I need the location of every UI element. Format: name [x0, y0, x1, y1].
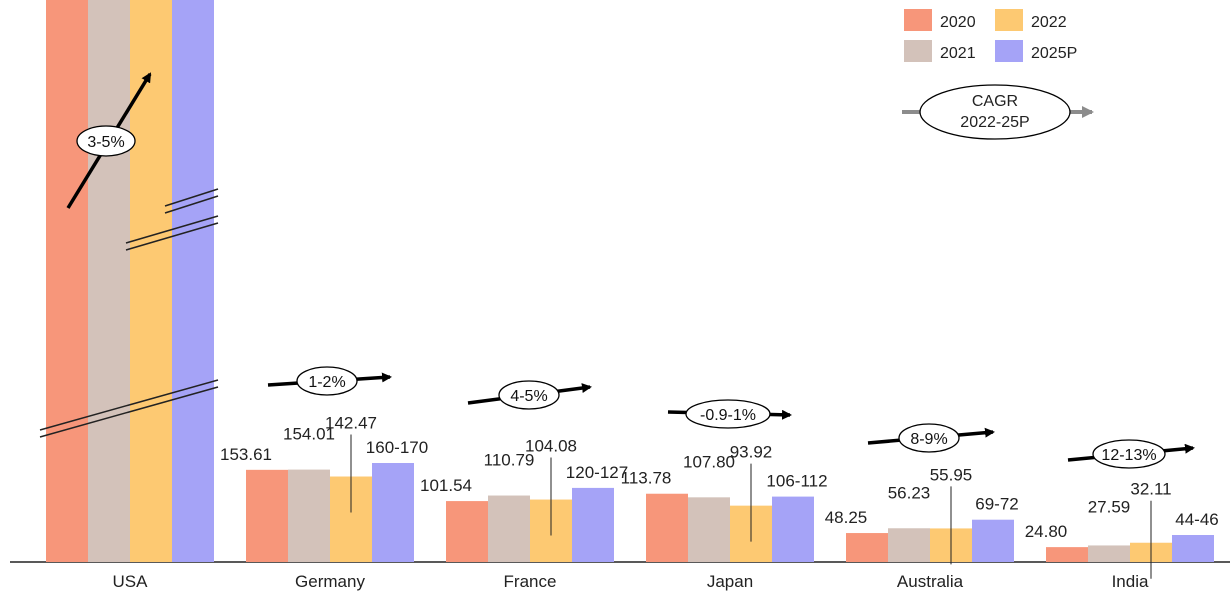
axis-break-mark — [164, 195, 219, 214]
bar-usa-2025p — [172, 0, 214, 562]
axis-break-mark — [164, 188, 219, 207]
bar-germany-2021 — [288, 469, 330, 562]
legend: 2020 2022 2021 2025P CAGR 2022-25P — [902, 9, 1094, 140]
cagr-label-india: 12-13% — [1101, 447, 1156, 464]
bar-usa-2021 — [88, 0, 130, 563]
axis-break-mark — [125, 215, 219, 244]
legend-label-2021: 2021 — [940, 45, 976, 62]
value-label-france-2021: 110.79 — [484, 451, 535, 470]
legend-swatch-2025P — [995, 40, 1023, 62]
cagr-oval-australia — [898, 423, 960, 453]
value-label-india-2021: 27.59 — [1088, 498, 1131, 517]
bar-india-2021 — [1088, 545, 1130, 562]
value-label-india-2020: 24.80 — [1025, 522, 1068, 541]
legend-swatch-2022 — [995, 9, 1023, 31]
cagr-oval-france — [498, 380, 560, 410]
cagr-oval-usa — [76, 125, 136, 157]
bar-australia-2025p — [972, 519, 1014, 562]
cagr-label-usa: 3-5% — [87, 134, 124, 151]
value-label-japan-2021: 107.80 — [683, 452, 735, 471]
bar-germany-2025p — [372, 463, 414, 562]
axis-break-mark — [39, 386, 219, 438]
category-label-india: India — [1112, 572, 1149, 591]
value-label-germany-2022: 142.47 — [325, 414, 377, 433]
category-label-france: France — [504, 572, 557, 591]
bar-france-2021 — [488, 495, 530, 562]
axis-break-mark — [39, 379, 219, 431]
value-label-japan-2022: 93.92 — [730, 443, 773, 462]
bar-india-2025p — [1172, 535, 1214, 562]
legend-label-2022: 2022 — [1031, 14, 1067, 31]
bar-australia-2021 — [888, 528, 930, 562]
value-label-france-2025p: 120-127 — [566, 463, 628, 482]
value-label-india-2025p: 44-46 — [1175, 510, 1218, 529]
bar-france-2025p — [572, 487, 614, 562]
bar-japan-2025p — [772, 496, 814, 562]
value-label-australia-2025p: 69-72 — [975, 495, 1018, 514]
value-label-germany-2020: 153.61 — [220, 445, 272, 464]
value-label-australia-2021: 56.23 — [888, 483, 931, 502]
value-label-japan-2025p: 106-112 — [766, 472, 827, 491]
value-label-india-2022: 32.11 — [1130, 480, 1171, 499]
category-label-usa: USA — [113, 572, 149, 591]
bar-australia-2020 — [846, 533, 888, 562]
bar-france-2020 — [446, 501, 488, 562]
value-label-france-2020: 101.54 — [420, 476, 472, 495]
category-label-japan: Japan — [707, 572, 753, 591]
axis-break-mark — [125, 222, 219, 251]
cagr-label-germany: 1-2% — [308, 374, 345, 391]
cagr-oval-germany — [296, 366, 358, 396]
legend-label-2025P: 2025P — [1031, 45, 1077, 62]
legend-label-2020: 2020 — [940, 14, 976, 31]
legend-swatch-2020 — [904, 9, 932, 31]
bar-usa-2020 — [46, 0, 88, 562]
legend-swatch-2021 — [904, 40, 932, 62]
legend-cagr-oval — [919, 84, 1071, 140]
bar-india-2020 — [1046, 547, 1088, 562]
legend-cagr-line2: 2022-25P — [960, 114, 1029, 131]
value-label-australia-2022: 55.95 — [930, 465, 973, 484]
value-label-germany-2025p: 160-170 — [366, 438, 428, 457]
bar-usa-2022 — [130, 0, 172, 562]
cagr-oval-india — [1092, 439, 1166, 469]
category-label-australia: Australia — [897, 572, 964, 591]
category-label-germany: Germany — [295, 572, 365, 591]
value-label-germany-2021: 154.01 — [283, 425, 335, 444]
cagr-label-australia: 8-9% — [910, 431, 947, 448]
bar-japan-2021 — [688, 497, 730, 562]
value-label-france-2022: 104.08 — [525, 437, 577, 456]
cagr-label-japan: -0.9-1% — [700, 407, 756, 424]
cagr-oval-japan — [685, 399, 771, 429]
value-label-japan-2020: 113.78 — [621, 469, 672, 488]
bar-japan-2020 — [646, 493, 688, 562]
value-label-australia-2020: 48.25 — [825, 508, 868, 527]
cagr-label-france: 4-5% — [510, 388, 547, 405]
bar-germany-2020 — [246, 469, 288, 562]
legend-cagr-line1: CAGR — [972, 93, 1018, 110]
